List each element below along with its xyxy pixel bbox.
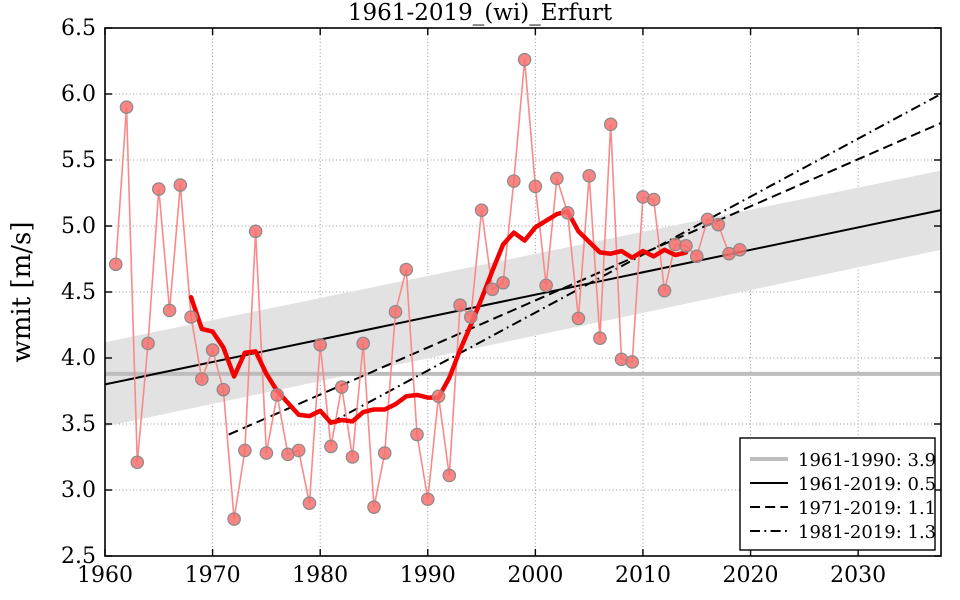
axis-ticks bbox=[104, 27, 941, 557]
trend-line-trend-1981-2019 bbox=[330, 93, 942, 424]
data-point bbox=[302, 496, 317, 510]
data-point bbox=[464, 310, 478, 324]
data-point bbox=[291, 443, 306, 458]
data-point bbox=[689, 249, 704, 264]
data-point bbox=[571, 311, 586, 326]
data-point bbox=[679, 239, 693, 253]
data-point bbox=[474, 203, 489, 217]
confidence-band bbox=[105, 170, 941, 427]
y-tick-label: 4.5 bbox=[61, 280, 96, 305]
x-tick-label: 2010 bbox=[615, 563, 671, 588]
data-point bbox=[119, 100, 134, 114]
data-point bbox=[700, 212, 715, 227]
data-point bbox=[141, 336, 155, 351]
y-tick-label: 5.0 bbox=[61, 214, 96, 239]
legend-label: 1961-1990: 3.9 bbox=[798, 450, 936, 471]
data-point bbox=[732, 242, 747, 257]
data-point bbox=[593, 331, 607, 345]
data-point bbox=[496, 275, 510, 290]
data-point bbox=[550, 171, 564, 186]
data-point bbox=[356, 336, 371, 351]
data-point bbox=[130, 455, 145, 470]
data-point bbox=[227, 512, 241, 526]
data-point bbox=[388, 304, 403, 319]
data-point bbox=[324, 439, 338, 454]
data-point bbox=[625, 355, 640, 369]
y-tick-label: 6.0 bbox=[61, 82, 96, 107]
data-point bbox=[420, 492, 435, 507]
x-tick-label: 1970 bbox=[185, 563, 241, 588]
y-axis-label: wmit [m/s] bbox=[7, 222, 37, 363]
data-point bbox=[108, 257, 123, 272]
y-tick-label: 2.5 bbox=[61, 544, 96, 569]
data-point bbox=[399, 262, 414, 277]
data-point bbox=[152, 182, 166, 196]
data-point bbox=[195, 372, 209, 386]
data-point bbox=[431, 389, 446, 404]
data-point bbox=[334, 380, 349, 394]
data-point bbox=[657, 283, 672, 298]
data-point bbox=[238, 443, 252, 458]
data-point bbox=[313, 337, 327, 352]
data-point bbox=[603, 117, 618, 132]
legend-label: 1981-2019: 1.3 bbox=[798, 522, 936, 543]
legend-label: 1971-2019: 1.1 bbox=[798, 498, 936, 519]
data-point bbox=[646, 192, 661, 207]
data-point bbox=[367, 500, 381, 514]
x-tick-label: 2020 bbox=[723, 563, 779, 588]
data-point bbox=[528, 179, 543, 194]
chart-title: 1961-2019_(wi)_Erfurt bbox=[348, 0, 613, 26]
x-tick-label: 2030 bbox=[830, 563, 886, 588]
data-point bbox=[270, 388, 284, 402]
y-tick-label: 6.5 bbox=[61, 16, 96, 41]
data-point bbox=[377, 446, 392, 460]
x-tick-label: 2000 bbox=[507, 563, 563, 588]
y-tick-label: 3.0 bbox=[61, 478, 96, 503]
data-point bbox=[539, 278, 553, 293]
data-point bbox=[184, 310, 198, 324]
data-point bbox=[560, 206, 575, 220]
x-tick-label: 1990 bbox=[400, 563, 456, 588]
y-tick-label: 4.0 bbox=[61, 346, 96, 371]
trend-line-trend-1971-2019 bbox=[228, 122, 942, 436]
data-point bbox=[248, 224, 263, 239]
annual-series-markers bbox=[108, 52, 747, 526]
data-point bbox=[205, 343, 220, 357]
data-point bbox=[259, 446, 274, 460]
data-point bbox=[711, 217, 726, 232]
data-point bbox=[507, 174, 521, 188]
y-tick-label: 3.5 bbox=[61, 412, 96, 437]
data-point bbox=[216, 382, 231, 397]
legend-label: 1961-2019: 0.5 bbox=[798, 474, 936, 495]
x-tick-label: 1960 bbox=[77, 563, 133, 588]
data-point bbox=[162, 303, 177, 318]
data-point bbox=[517, 52, 532, 67]
data-point bbox=[453, 298, 467, 312]
data-point bbox=[345, 450, 360, 464]
data-point bbox=[442, 468, 457, 483]
y-tick-label: 5.5 bbox=[61, 148, 96, 173]
x-tick-label: 1980 bbox=[292, 563, 348, 588]
data-point bbox=[410, 427, 424, 442]
data-point bbox=[582, 169, 596, 183]
data-point bbox=[485, 282, 500, 297]
data-point bbox=[173, 178, 188, 192]
